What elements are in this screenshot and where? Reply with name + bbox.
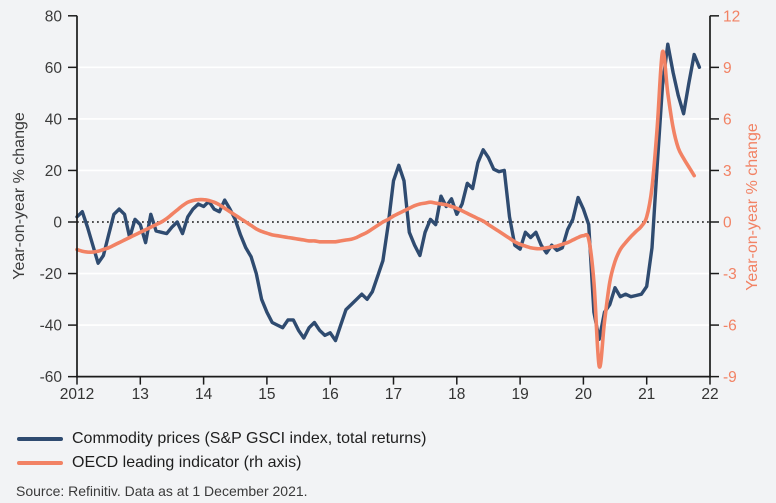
chart-canvas: 80 60 40 20 0 -20 -40 -60 12 9 6 3 0 -3 -6 -9 2012 13 14 15… xyxy=(11,8,761,403)
x-tick-label: 22 xyxy=(701,386,718,403)
legend-line-swatch-orange xyxy=(17,461,63,465)
left-tick-label: -40 xyxy=(40,318,63,335)
right-tick-label: 9 xyxy=(723,60,732,77)
right-tick-label: 6 xyxy=(723,111,732,128)
x-tick-label: 17 xyxy=(385,386,402,403)
x-tick-label: 18 xyxy=(448,386,465,403)
left-tick-label: 0 xyxy=(53,215,62,232)
left-tick-label: 80 xyxy=(45,8,63,25)
left-axis-title: Year-on-year % change xyxy=(11,112,28,280)
left-tick-label: -60 xyxy=(40,369,63,386)
legend: Commodity prices (S&P GSCI index, total … xyxy=(17,427,427,475)
x-tick-label: 16 xyxy=(322,386,339,403)
legend-line-swatch-navy xyxy=(17,437,63,441)
right-tick-label: -3 xyxy=(723,266,737,283)
legend-item-oecd-indicator: OECD leading indicator (rh axis) xyxy=(17,451,427,475)
right-axis-title: Year-on-year % change xyxy=(744,123,761,291)
legend-item-commodity-prices: Commodity prices (S&P GSCI index, total … xyxy=(17,427,427,451)
legend-label: OECD leading indicator (rh axis) xyxy=(72,454,302,471)
x-tick-label: 21 xyxy=(638,386,655,403)
legend-label: Commodity prices (S&P GSCI index, total … xyxy=(72,430,427,447)
x-tick-label: 20 xyxy=(575,386,593,403)
right-tick-label: 3 xyxy=(723,163,732,180)
series-lines xyxy=(75,42,702,369)
axes xyxy=(68,15,719,385)
right-tick-label: 12 xyxy=(723,8,740,25)
right-tick-label: -6 xyxy=(723,318,737,335)
x-tick-label: 15 xyxy=(258,386,275,403)
tick-labels: 80 60 40 20 0 -20 -40 -60 12 9 6 3 0 -3 -6 -9 2012 13 14 15… xyxy=(40,8,741,403)
gridlines xyxy=(77,66,710,326)
x-tick-label: 2012 xyxy=(60,386,94,403)
left-tick-label: 40 xyxy=(45,111,63,128)
x-tick-label: 13 xyxy=(132,386,149,403)
right-tick-label: 0 xyxy=(723,215,732,232)
left-tick-label: -20 xyxy=(40,266,63,283)
x-tick-label: 19 xyxy=(511,386,528,403)
right-tick-label: -9 xyxy=(723,369,737,386)
left-tick-label: 20 xyxy=(45,163,63,180)
series-line-oecd-indicator xyxy=(75,49,696,369)
source-note: Source: Refinitiv. Data as at 1 December… xyxy=(16,483,308,499)
left-tick-label: 60 xyxy=(45,60,63,77)
x-tick-label: 14 xyxy=(195,386,213,403)
